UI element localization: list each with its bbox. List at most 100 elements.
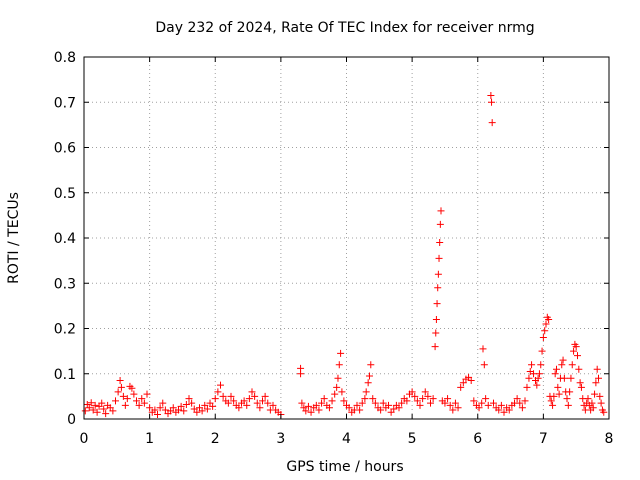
data-point — [431, 343, 439, 351]
data-point — [140, 399, 148, 407]
data-point — [256, 404, 264, 412]
data-point — [320, 395, 328, 403]
data-point — [133, 397, 140, 405]
data-point — [484, 401, 492, 409]
data-point — [224, 399, 232, 407]
data-point — [390, 405, 398, 413]
data-point — [159, 399, 167, 407]
data-point — [451, 399, 459, 407]
data-point — [568, 361, 576, 369]
data-point — [251, 392, 259, 400]
data-point — [434, 270, 442, 278]
data-point — [297, 370, 305, 378]
data-point — [128, 384, 136, 392]
data-point — [535, 370, 543, 378]
data-point — [432, 329, 440, 337]
data-point — [337, 349, 345, 357]
data-points — [81, 91, 608, 418]
data-point — [259, 397, 266, 405]
data-point — [318, 399, 326, 407]
data-point — [597, 399, 605, 407]
axis-ticks: 0 1 2 3 4 5 6 7 8 0 0.1 0.2 0.3 0.4 0.5 0.6 0.7 0.8 — [54, 50, 614, 447]
data-point — [243, 401, 251, 409]
data-point — [487, 91, 495, 99]
data-point — [217, 381, 224, 389]
data-point — [185, 395, 193, 403]
data-point — [154, 410, 161, 418]
data-point — [437, 207, 445, 215]
data-point — [596, 392, 604, 400]
data-point — [269, 401, 277, 409]
data-point — [298, 399, 306, 407]
data-point — [525, 374, 533, 382]
data-point — [429, 395, 437, 403]
data-point — [109, 407, 117, 415]
data-point — [518, 404, 526, 412]
data-point — [592, 379, 600, 387]
grid-lines — [84, 57, 609, 419]
data-point — [328, 397, 336, 405]
data-point — [377, 406, 385, 414]
data-point — [457, 383, 465, 391]
data-point — [537, 361, 545, 369]
data-point — [345, 404, 353, 412]
data-point — [334, 374, 342, 382]
data-point — [180, 407, 188, 415]
data-point — [488, 98, 496, 106]
x-axis-label: GPS time / hours — [286, 459, 403, 475]
data-point — [470, 397, 478, 405]
data-point — [248, 388, 256, 396]
data-point — [169, 404, 177, 412]
data-point — [427, 399, 434, 407]
data-point — [577, 383, 585, 391]
data-point — [549, 401, 557, 409]
data-point — [362, 388, 370, 396]
data-point — [563, 395, 571, 403]
y-tick-label: 0.1 — [54, 367, 76, 383]
data-point — [114, 388, 122, 396]
data-point — [177, 402, 185, 410]
data-point — [188, 399, 196, 407]
data-point — [588, 399, 596, 407]
y-tick-label: 0.8 — [54, 50, 76, 66]
data-point — [479, 345, 487, 353]
y-tick-label: 0.2 — [54, 322, 76, 338]
data-point — [480, 361, 488, 369]
x-tick-label: 7 — [539, 431, 548, 447]
data-point — [534, 374, 542, 382]
data-point — [198, 407, 206, 415]
x-tick-label: 5 — [408, 431, 417, 447]
data-point — [93, 408, 101, 416]
data-point — [193, 408, 201, 416]
data-point — [424, 392, 432, 400]
data-point — [98, 399, 106, 407]
y-tick-label: 0.3 — [54, 276, 76, 292]
data-point — [419, 395, 427, 403]
data-point — [432, 315, 440, 323]
data-point — [335, 361, 343, 369]
data-point — [135, 401, 143, 409]
data-point — [331, 390, 339, 398]
data-point — [312, 401, 320, 409]
x-tick-label: 6 — [473, 431, 482, 447]
data-point — [121, 401, 129, 409]
y-tick-label: 0.7 — [54, 95, 76, 111]
data-point — [570, 347, 578, 355]
data-point — [240, 397, 248, 405]
data-point — [398, 399, 406, 407]
data-point — [413, 397, 421, 405]
data-point — [589, 404, 597, 412]
data-point — [433, 300, 441, 308]
data-point — [123, 395, 131, 403]
data-point — [201, 401, 209, 409]
data-point — [182, 401, 190, 409]
data-point — [358, 399, 366, 407]
y-tick-label: 0.5 — [54, 186, 76, 202]
data-point — [441, 399, 449, 407]
data-point — [87, 399, 95, 407]
data-point — [403, 397, 411, 405]
data-point — [161, 406, 169, 414]
x-tick-label: 1 — [145, 431, 154, 447]
data-point — [467, 377, 475, 385]
x-tick-label: 4 — [342, 431, 351, 447]
